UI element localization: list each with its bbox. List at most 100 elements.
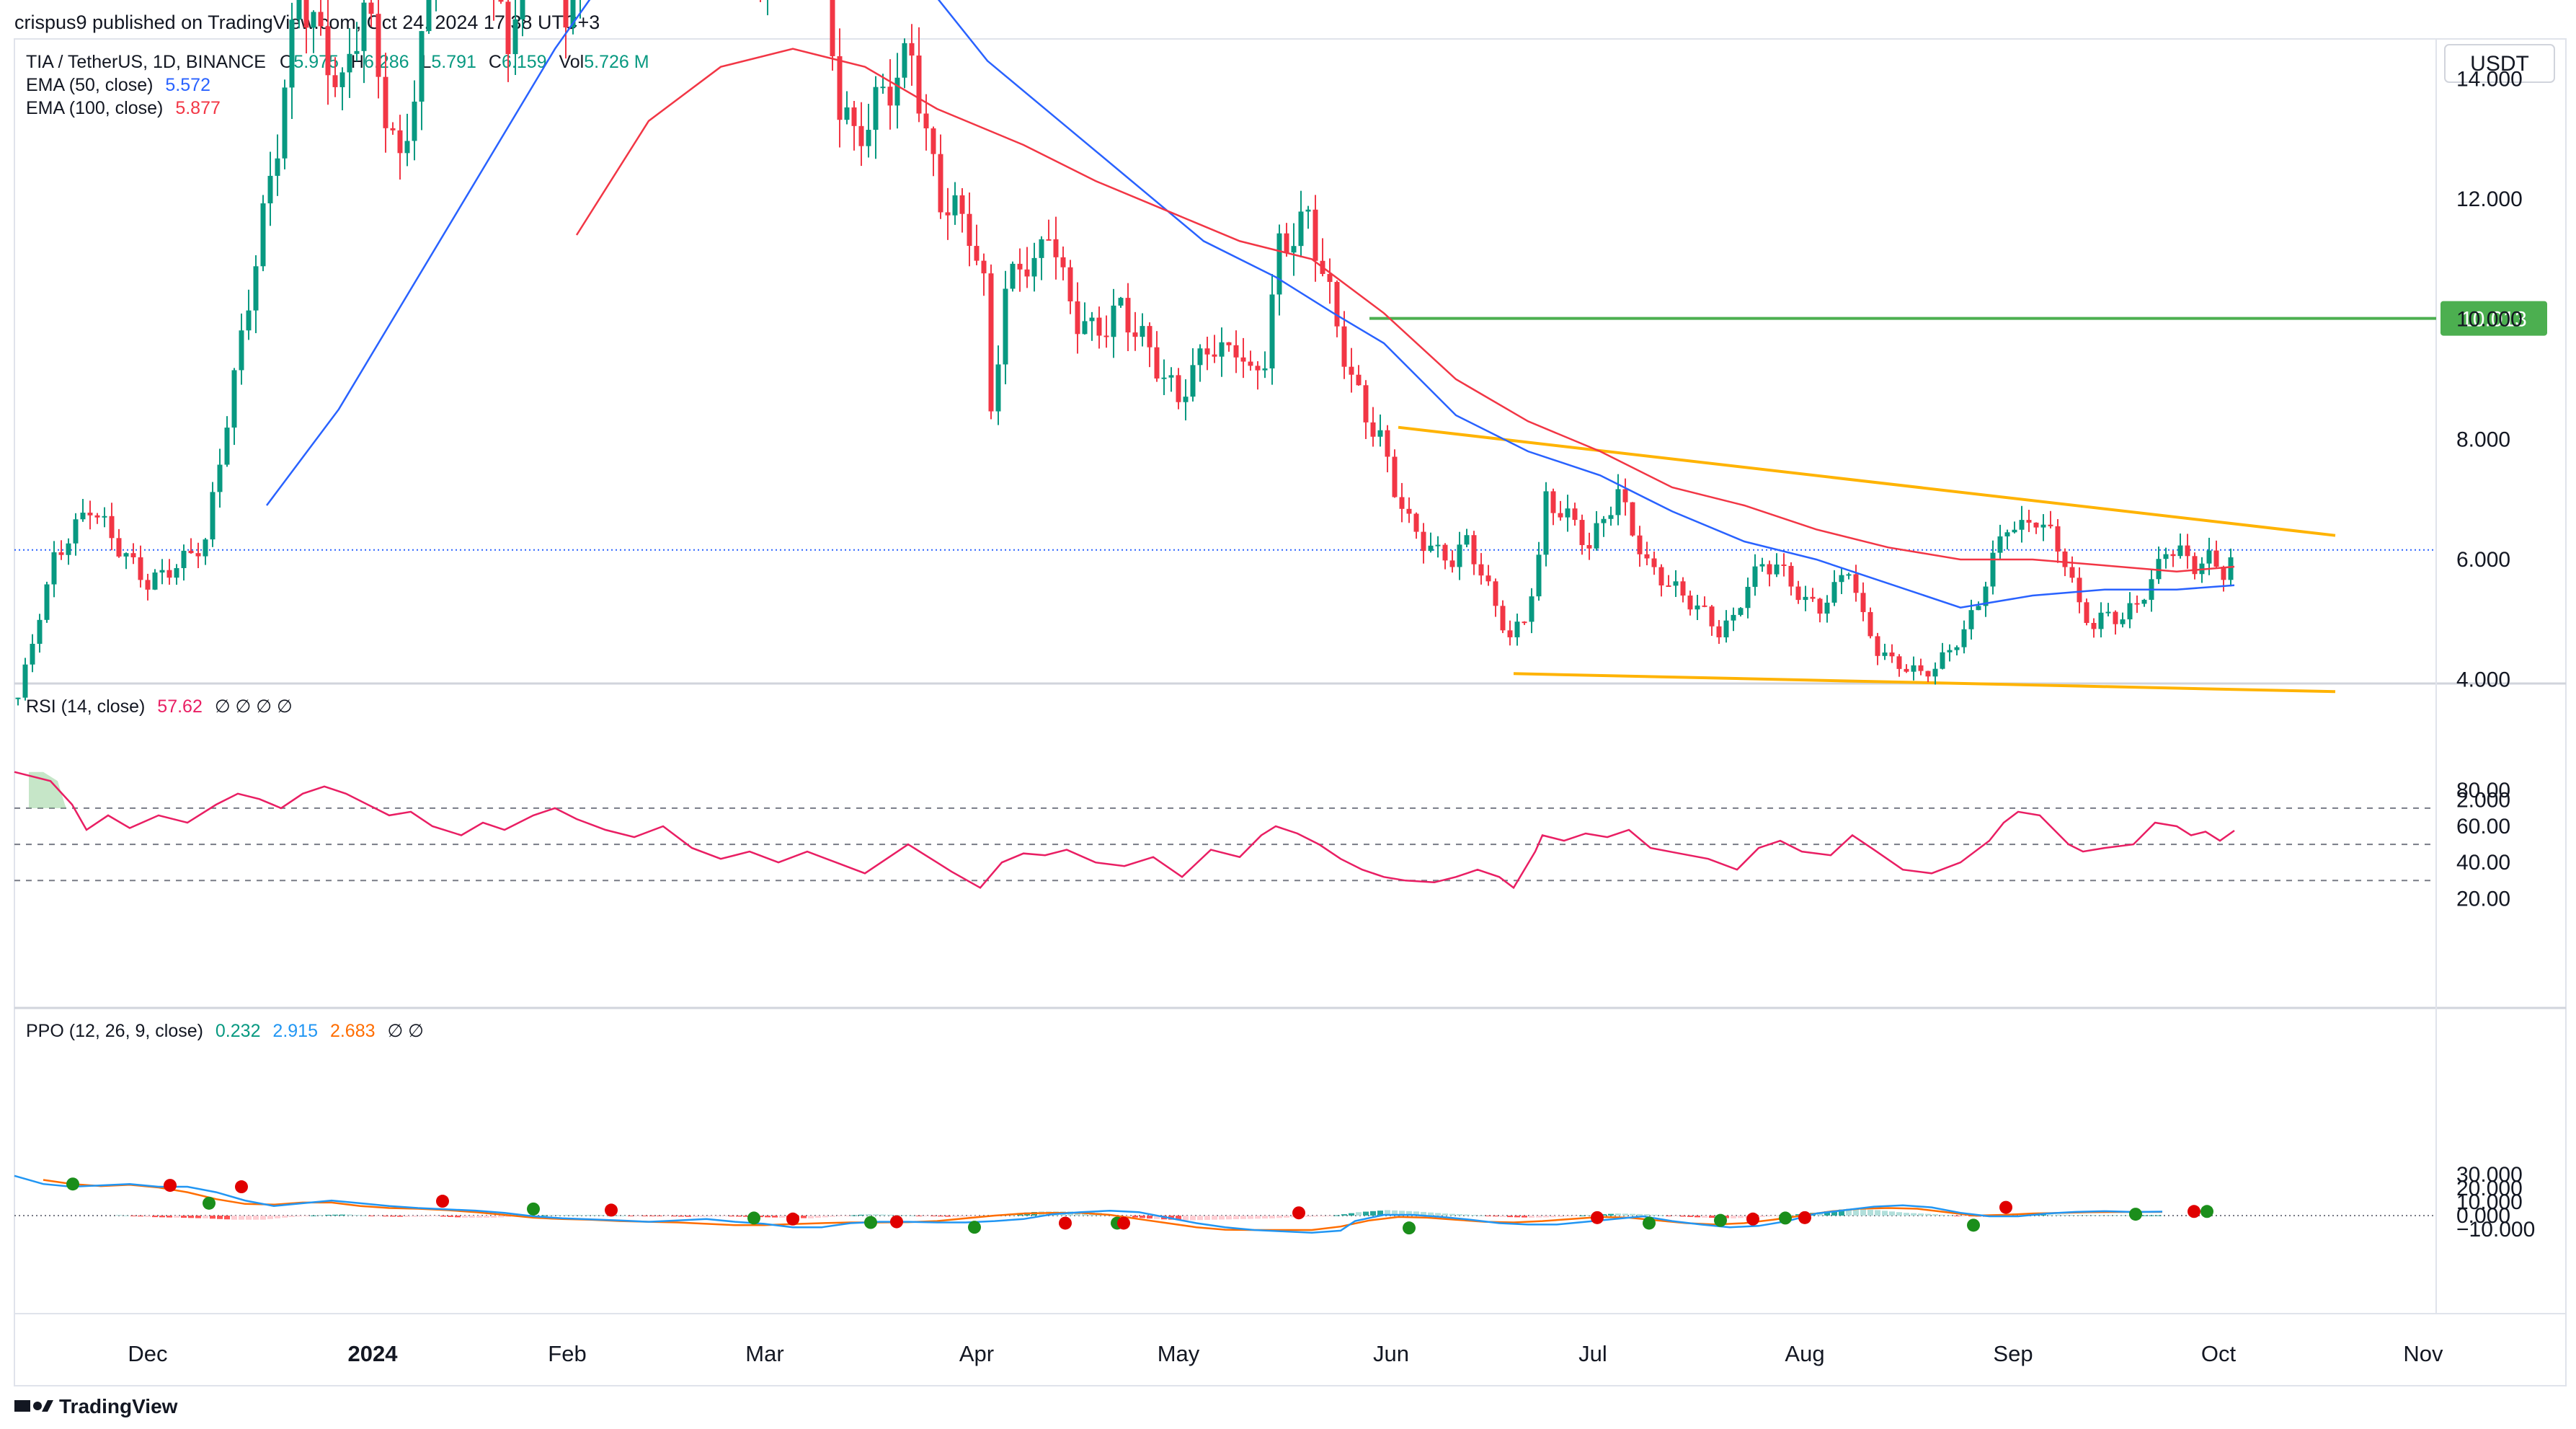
logo-text: TradingView bbox=[59, 1395, 178, 1417]
candle-body bbox=[1550, 491, 1556, 513]
candle-body bbox=[938, 154, 943, 213]
level-price-badge bbox=[2440, 301, 2547, 336]
ppo-histogram-bar bbox=[397, 1216, 403, 1217]
ppo-histogram-bar bbox=[404, 1216, 410, 1217]
candle-body bbox=[1356, 374, 1362, 386]
candle-body bbox=[2228, 557, 2234, 580]
candle-body bbox=[2206, 550, 2212, 564]
ppo-histogram-bar bbox=[1925, 1213, 1931, 1216]
candle-body bbox=[109, 516, 115, 539]
rsi-legend[interactable]: RSI (14, close) 57.62 ∅ ∅ ∅ ∅ bbox=[26, 696, 293, 717]
ppo-histogram-bar bbox=[505, 1216, 511, 1217]
currency-label: USDT bbox=[2470, 52, 2529, 76]
ppo-histogram-bar bbox=[1428, 1212, 1434, 1216]
candle-body bbox=[967, 213, 972, 247]
ppo-histogram-bar bbox=[462, 1216, 468, 1218]
ppo-histogram-bar bbox=[1586, 1215, 1592, 1216]
time-tick-label[interactable]: May bbox=[1158, 1341, 1200, 1366]
ppo-tick-label: 30.000 bbox=[2456, 1163, 2523, 1187]
candle-body bbox=[412, 101, 417, 141]
ppo-histogram-bar bbox=[556, 1215, 561, 1216]
candle-body bbox=[945, 212, 951, 216]
ppo-tick-label: 10.000 bbox=[2456, 1190, 2523, 1214]
time-tick-label[interactable]: Aug bbox=[1785, 1341, 1824, 1366]
ppo-histogram-bar bbox=[1269, 1216, 1275, 1218]
candle-body bbox=[1132, 332, 1138, 337]
candle-body bbox=[174, 567, 179, 578]
time-tick-label[interactable]: Oct bbox=[2201, 1341, 2237, 1366]
time-tick-label[interactable]: Apr bbox=[959, 1341, 994, 1366]
time-tick-label[interactable]: Nov bbox=[2403, 1341, 2443, 1366]
candle-body bbox=[2120, 619, 2126, 624]
candle-body bbox=[1983, 586, 1989, 606]
price-tick-label: 14.000 bbox=[2456, 67, 2523, 91]
ppo-histogram-bar bbox=[210, 1216, 216, 1219]
rsi-line[interactable] bbox=[14, 771, 2235, 890]
candle-body bbox=[1889, 652, 1895, 657]
candle-body bbox=[195, 553, 201, 557]
candle-body bbox=[1586, 545, 1592, 549]
rsi-tick-label: 80.00 bbox=[2456, 779, 2510, 802]
candle-body bbox=[102, 516, 107, 518]
candle-body bbox=[1500, 606, 1506, 631]
candle-body bbox=[1795, 586, 1801, 601]
symbol-legend[interactable]: TIA / TetherUS, 1D, BINANCE O5.975 H6.28… bbox=[26, 52, 649, 72]
time-tick-label[interactable]: Jul bbox=[1578, 1341, 1607, 1366]
candle-body bbox=[210, 492, 216, 540]
candle-body bbox=[1695, 605, 1700, 610]
ema100-line[interactable] bbox=[575, 48, 2235, 572]
ppo-legend[interactable]: PPO (12, 26, 9, close) 0.232 2.915 2.683… bbox=[26, 1021, 424, 1041]
candle-body bbox=[325, 26, 331, 76]
candle-body bbox=[22, 664, 28, 698]
ppo-histogram-bar bbox=[873, 1214, 879, 1216]
time-tick-label[interactable]: 2024 bbox=[348, 1341, 399, 1366]
channel-lower-line[interactable] bbox=[1513, 672, 2336, 694]
candle-body bbox=[858, 125, 864, 146]
logo-mark bbox=[14, 1400, 30, 1412]
candle-body bbox=[844, 107, 850, 120]
ppo-histogram-bar bbox=[1500, 1216, 1506, 1217]
time-tick-label[interactable]: Dec bbox=[128, 1341, 167, 1366]
candle-body bbox=[1089, 317, 1095, 322]
ppo-histogram-bar bbox=[1687, 1216, 1693, 1217]
ppo-cross-down-dot bbox=[1798, 1211, 1811, 1224]
candle-body bbox=[1824, 602, 1830, 614]
symbol-name[interactable]: TIA / TetherUS, 1D, BINANCE bbox=[26, 52, 266, 72]
ppo-histogram-bar bbox=[1233, 1216, 1239, 1219]
ppo-histogram-bar bbox=[1464, 1214, 1470, 1216]
ppo-cross-down-dot bbox=[1591, 1211, 1604, 1224]
ppo-histogram-bar bbox=[858, 1214, 864, 1216]
candle-body bbox=[974, 246, 980, 261]
ema50-legend[interactable]: EMA (50, close) 5.572 bbox=[26, 75, 210, 95]
candle-body bbox=[1774, 564, 1780, 575]
ppo-histogram-bar bbox=[1147, 1216, 1152, 1219]
ppo-histogram-bar bbox=[1442, 1213, 1448, 1216]
ema100-legend[interactable]: EMA (100, close) 5.877 bbox=[26, 98, 221, 118]
ema50-line[interactable] bbox=[266, 0, 2235, 609]
candle-body bbox=[2113, 611, 2118, 624]
time-tick-label[interactable]: Jun bbox=[1373, 1341, 1409, 1366]
candle-body bbox=[2040, 524, 2046, 528]
candle-body bbox=[15, 697, 21, 699]
time-tick-label[interactable]: Sep bbox=[1993, 1341, 2033, 1366]
ppo-signal-line[interactable] bbox=[43, 1179, 2163, 1231]
ppo-tick-label: 20.000 bbox=[2456, 1177, 2523, 1200]
ppo-histogram-bar bbox=[592, 1215, 598, 1216]
channel-upper-line[interactable] bbox=[1398, 425, 2336, 537]
ppo-signal-value: 2.683 bbox=[330, 1021, 376, 1041]
ppo-line[interactable] bbox=[14, 1174, 2163, 1234]
ppo-histogram-bar bbox=[246, 1216, 252, 1220]
candle-body bbox=[1377, 430, 1383, 437]
ppo-histogram-bar bbox=[1349, 1213, 1354, 1216]
ppo-histogram-bar bbox=[282, 1216, 288, 1218]
candle-body bbox=[2185, 545, 2190, 557]
candle-body bbox=[231, 370, 237, 428]
time-tick-label[interactable]: Mar bbox=[745, 1341, 783, 1366]
ppo-cross-up-dot bbox=[968, 1221, 981, 1234]
candle-body bbox=[902, 43, 907, 78]
currency-button[interactable] bbox=[2444, 44, 2555, 83]
ppo-histogram-bar bbox=[1507, 1216, 1513, 1218]
time-tick-label[interactable]: Feb bbox=[548, 1341, 586, 1366]
tradingview-logo[interactable]: TradingView bbox=[14, 1395, 178, 1417]
